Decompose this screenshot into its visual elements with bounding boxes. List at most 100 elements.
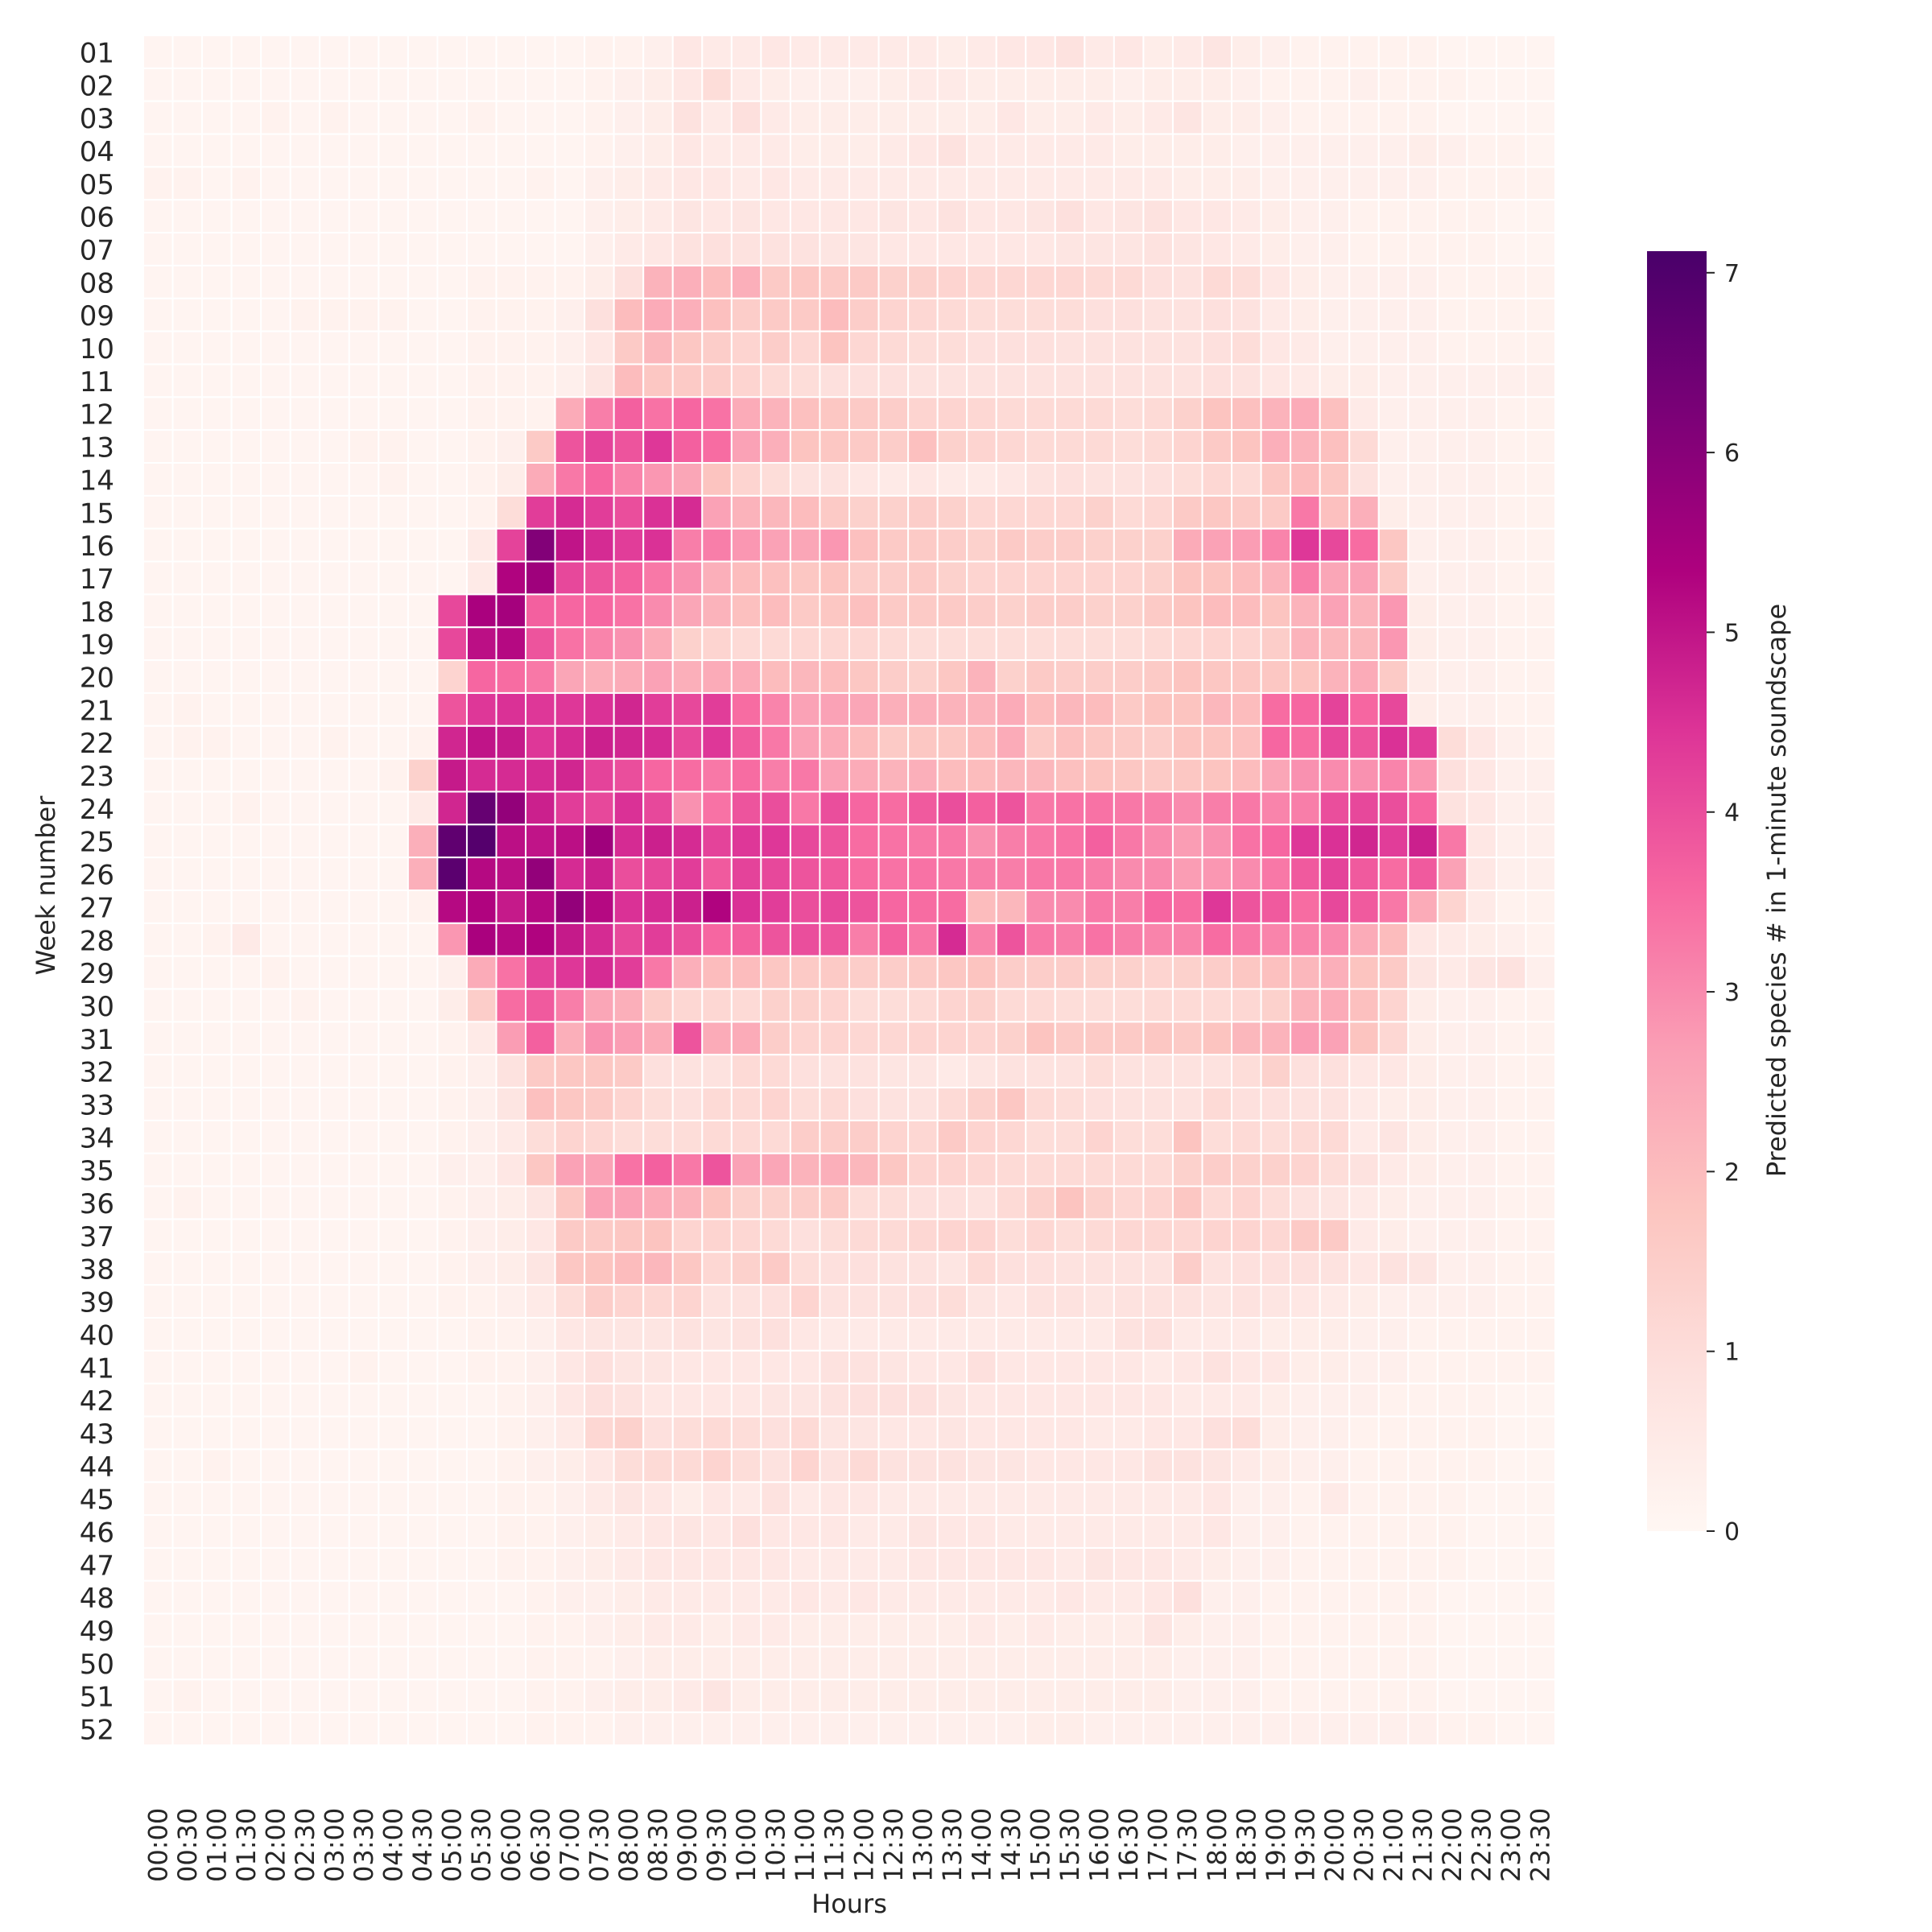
heatmap-cell xyxy=(1084,134,1114,167)
heatmap-cell xyxy=(1408,956,1438,989)
heatmap-cell xyxy=(1114,562,1144,595)
heatmap-cell xyxy=(879,1482,909,1515)
heatmap-cell xyxy=(997,956,1026,989)
heatmap-cell xyxy=(1173,1548,1203,1581)
heatmap-cell xyxy=(1467,660,1496,693)
heatmap-cell xyxy=(1232,397,1261,430)
heatmap-cell xyxy=(202,1449,232,1482)
heatmap-cell xyxy=(1026,923,1055,956)
heatmap-cell xyxy=(555,1088,585,1121)
x-tick-label: 08:30 xyxy=(642,1808,673,1882)
heatmap-cell xyxy=(997,496,1026,529)
heatmap-cell xyxy=(1084,1187,1114,1220)
heatmap-cell xyxy=(879,791,909,824)
heatmap-cell xyxy=(643,791,673,824)
heatmap-cell xyxy=(320,1417,349,1450)
heatmap-cell xyxy=(643,496,673,529)
heatmap-cell xyxy=(732,463,762,496)
heatmap-cell xyxy=(1438,1679,1468,1712)
heatmap-cell xyxy=(1261,923,1291,956)
heatmap-cell xyxy=(1203,1548,1232,1581)
heatmap-cell xyxy=(555,1022,585,1055)
heatmap-cell xyxy=(673,1449,703,1482)
heatmap-cell xyxy=(1203,397,1232,430)
heatmap-cell xyxy=(1114,430,1144,463)
heatmap-cell xyxy=(761,1088,791,1121)
heatmap-cell xyxy=(643,266,673,299)
heatmap-cell xyxy=(967,266,997,299)
heatmap-cell xyxy=(673,35,703,68)
heatmap-cell xyxy=(1379,1384,1409,1417)
heatmap-cell xyxy=(1496,726,1526,759)
heatmap-cell xyxy=(173,529,203,562)
heatmap-cell xyxy=(1467,594,1496,627)
heatmap-cell xyxy=(819,1351,849,1384)
heatmap-cell xyxy=(261,1318,291,1351)
heatmap-cell xyxy=(1084,101,1114,134)
heatmap-cell xyxy=(702,1384,732,1417)
heatmap-cell xyxy=(791,693,820,726)
heatmap-cell xyxy=(1026,1154,1055,1187)
heatmap-cell xyxy=(967,430,997,463)
heatmap-cell xyxy=(143,68,173,101)
heatmap-cell xyxy=(702,1614,732,1647)
heatmap-cell xyxy=(349,1449,379,1482)
heatmap-cell xyxy=(614,791,644,824)
heatmap-cell xyxy=(938,1548,968,1581)
heatmap-cell xyxy=(1379,1252,1409,1285)
heatmap-cell xyxy=(1203,1022,1232,1055)
heatmap-cell xyxy=(1525,35,1555,68)
heatmap-cell xyxy=(320,1055,349,1088)
heatmap-cell xyxy=(261,1022,291,1055)
heatmap-cell xyxy=(497,627,526,660)
heatmap-cell xyxy=(1084,1482,1114,1515)
heatmap-cell xyxy=(1408,1088,1438,1121)
heatmap-cell xyxy=(1408,1187,1438,1220)
heatmap-cell xyxy=(1173,430,1203,463)
heatmap-cell xyxy=(584,1482,614,1515)
heatmap-cell xyxy=(1203,824,1232,857)
heatmap-cell xyxy=(643,890,673,923)
heatmap-cell xyxy=(879,627,909,660)
x-tick-label: 14:30 xyxy=(996,1808,1026,1882)
heatmap-cell xyxy=(1525,134,1555,167)
heatmap-cell xyxy=(673,134,703,167)
heatmap-cell xyxy=(1203,1121,1232,1154)
heatmap-cell xyxy=(349,857,379,890)
heatmap-cell xyxy=(232,1318,262,1351)
heatmap-cell xyxy=(908,1154,938,1187)
heatmap-cell xyxy=(1261,1646,1291,1679)
heatmap-cell xyxy=(1173,496,1203,529)
heatmap-cell xyxy=(819,1055,849,1088)
heatmap-cell xyxy=(1467,759,1496,792)
heatmap-cell xyxy=(791,200,820,233)
heatmap-cell xyxy=(526,299,555,332)
heatmap-cell xyxy=(1084,496,1114,529)
heatmap-cell xyxy=(1408,1252,1438,1285)
heatmap-cell xyxy=(408,1022,438,1055)
heatmap-cell xyxy=(967,1121,997,1154)
heatmap-cell xyxy=(467,397,497,430)
heatmap-cell xyxy=(673,1417,703,1450)
heatmap-cell xyxy=(467,1351,497,1384)
heatmap-cell xyxy=(1438,1548,1468,1581)
heatmap-cell xyxy=(791,1121,820,1154)
heatmap-cell xyxy=(173,134,203,167)
heatmap-cell xyxy=(938,726,968,759)
heatmap-cell xyxy=(849,35,879,68)
heatmap-cell xyxy=(1055,1022,1085,1055)
heatmap-cell xyxy=(1232,1187,1261,1220)
heatmap-cell xyxy=(761,693,791,726)
heatmap-cell xyxy=(1055,1351,1085,1384)
heatmap-cell xyxy=(849,364,879,397)
heatmap-cell xyxy=(967,693,997,726)
heatmap-cell xyxy=(1055,660,1085,693)
heatmap-cell xyxy=(1496,594,1526,627)
heatmap-cell xyxy=(173,1187,203,1220)
heatmap-cell xyxy=(408,496,438,529)
heatmap-cell xyxy=(1349,1154,1379,1187)
heatmap-cell xyxy=(1203,1055,1232,1088)
heatmap-cell xyxy=(1290,496,1320,529)
heatmap-cell xyxy=(819,266,849,299)
